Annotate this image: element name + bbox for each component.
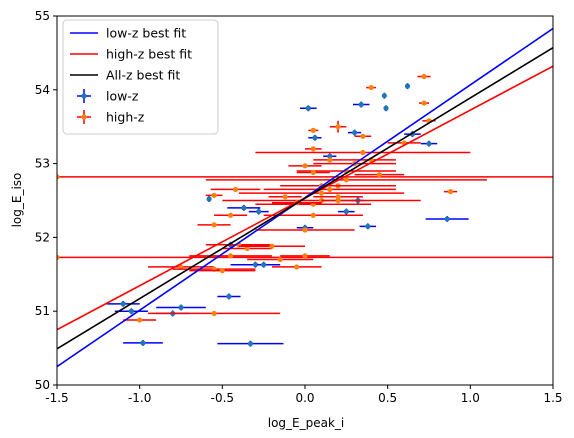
high-z-point (57, 254, 60, 260)
low-z-point (247, 341, 254, 347)
y-tick-label: 50 (35, 378, 50, 392)
y-tick-label: 55 (35, 9, 50, 23)
series-low-z (106, 83, 469, 347)
high-z-point (211, 192, 217, 198)
high-z-point (327, 186, 333, 193)
x-tick-label: -1.0 (128, 391, 151, 405)
high-z-point (219, 268, 225, 274)
x-tick-label: -1.5 (45, 391, 68, 405)
low-z-point (128, 308, 134, 314)
high-z-point (360, 133, 366, 139)
legend-low-fit-label: low-z best fit (106, 26, 186, 41)
low-z-point (352, 130, 358, 136)
y-tick-label: 53 (35, 157, 50, 171)
high-z-point (228, 212, 234, 218)
fit-line-2 (57, 47, 553, 350)
low-z-point (226, 293, 232, 300)
high-z-point (228, 253, 234, 259)
high-z-point (343, 177, 349, 183)
high-z-point (310, 169, 316, 176)
high-z-point (318, 190, 325, 196)
high-z-point (57, 174, 60, 180)
legend-high-fit-label: high-z best fit (106, 47, 192, 62)
x-tick-label: 0.0 (295, 391, 314, 405)
high-z-point (335, 194, 341, 200)
high-z-point (421, 73, 427, 80)
y-axis-label: log_E_iso (10, 173, 24, 228)
high-z-point (137, 317, 143, 323)
low-z-point (381, 93, 387, 99)
low-z-point (444, 216, 450, 222)
low-z-point (206, 196, 212, 202)
high-z-point (302, 163, 308, 169)
high-z-point (327, 157, 333, 163)
high-z-point (211, 222, 217, 228)
high-z-point (447, 189, 454, 195)
high-z-point (269, 243, 275, 249)
y-tick-label: 51 (35, 304, 50, 318)
high-z-point (302, 227, 308, 233)
high-z-point (302, 253, 308, 259)
high-z-point (310, 127, 316, 133)
x-tick-label: 1.5 (543, 391, 562, 405)
high-z-point (368, 84, 374, 91)
legend-low-z-label: low-z (106, 89, 139, 104)
y-tick-label: 52 (35, 230, 50, 244)
legend-low-z-marker (77, 89, 91, 103)
legend-high-z-marker (77, 110, 91, 124)
low-z-point (256, 208, 262, 215)
high-z-point (421, 100, 427, 106)
axes: -1.5 -1.0 -0.5 0.0 0.5 1.0 1.5 50 51 52 53 54 55 (35, 9, 563, 405)
low-z-point (426, 141, 432, 147)
low-z-point (383, 105, 389, 111)
x-tick-label: 1.0 (461, 391, 480, 405)
high-z-point (376, 172, 382, 178)
legend-box (62, 19, 219, 135)
low-z-point (404, 83, 411, 89)
low-z-point (241, 205, 247, 211)
low-z-point (261, 262, 267, 268)
high-z-point (335, 197, 341, 204)
series-high-z (57, 73, 553, 323)
high-z-point (310, 212, 316, 218)
high-z-point (360, 149, 366, 156)
legend-all-fit-label: All-z best fit (106, 68, 180, 83)
low-z-point (343, 208, 349, 215)
low-z-point (305, 105, 311, 111)
high-z-point (232, 186, 239, 193)
high-z-point (282, 194, 288, 200)
x-tick-label: -0.5 (211, 391, 234, 405)
legend-point (81, 93, 87, 99)
legend: low-z best fit high-z best fit All-z bes… (62, 19, 219, 135)
low-z-point (252, 262, 258, 268)
low-z-point (365, 223, 371, 229)
high-z-point (310, 146, 316, 152)
low-z-point (327, 153, 333, 159)
low-z-point (312, 135, 318, 141)
legend-point (81, 114, 87, 120)
high-z-point (244, 245, 250, 252)
legend-high-z-label: high-z (106, 110, 145, 125)
low-z-point (358, 101, 364, 108)
x-axis-label: log_E_peak_i (268, 416, 345, 430)
x-tick-label: 0.5 (378, 391, 397, 405)
high-z-point (211, 310, 217, 317)
high-z-point (277, 256, 283, 263)
high-z-point (294, 264, 300, 270)
y-tick-label: 54 (35, 83, 50, 97)
low-z-point (140, 340, 146, 346)
plot-inner (57, 27, 553, 368)
low-z-point (178, 304, 184, 311)
high-z-point (178, 264, 184, 270)
high-z-point (335, 124, 341, 130)
low-z-point (120, 301, 126, 307)
plot-area (57, 27, 553, 368)
